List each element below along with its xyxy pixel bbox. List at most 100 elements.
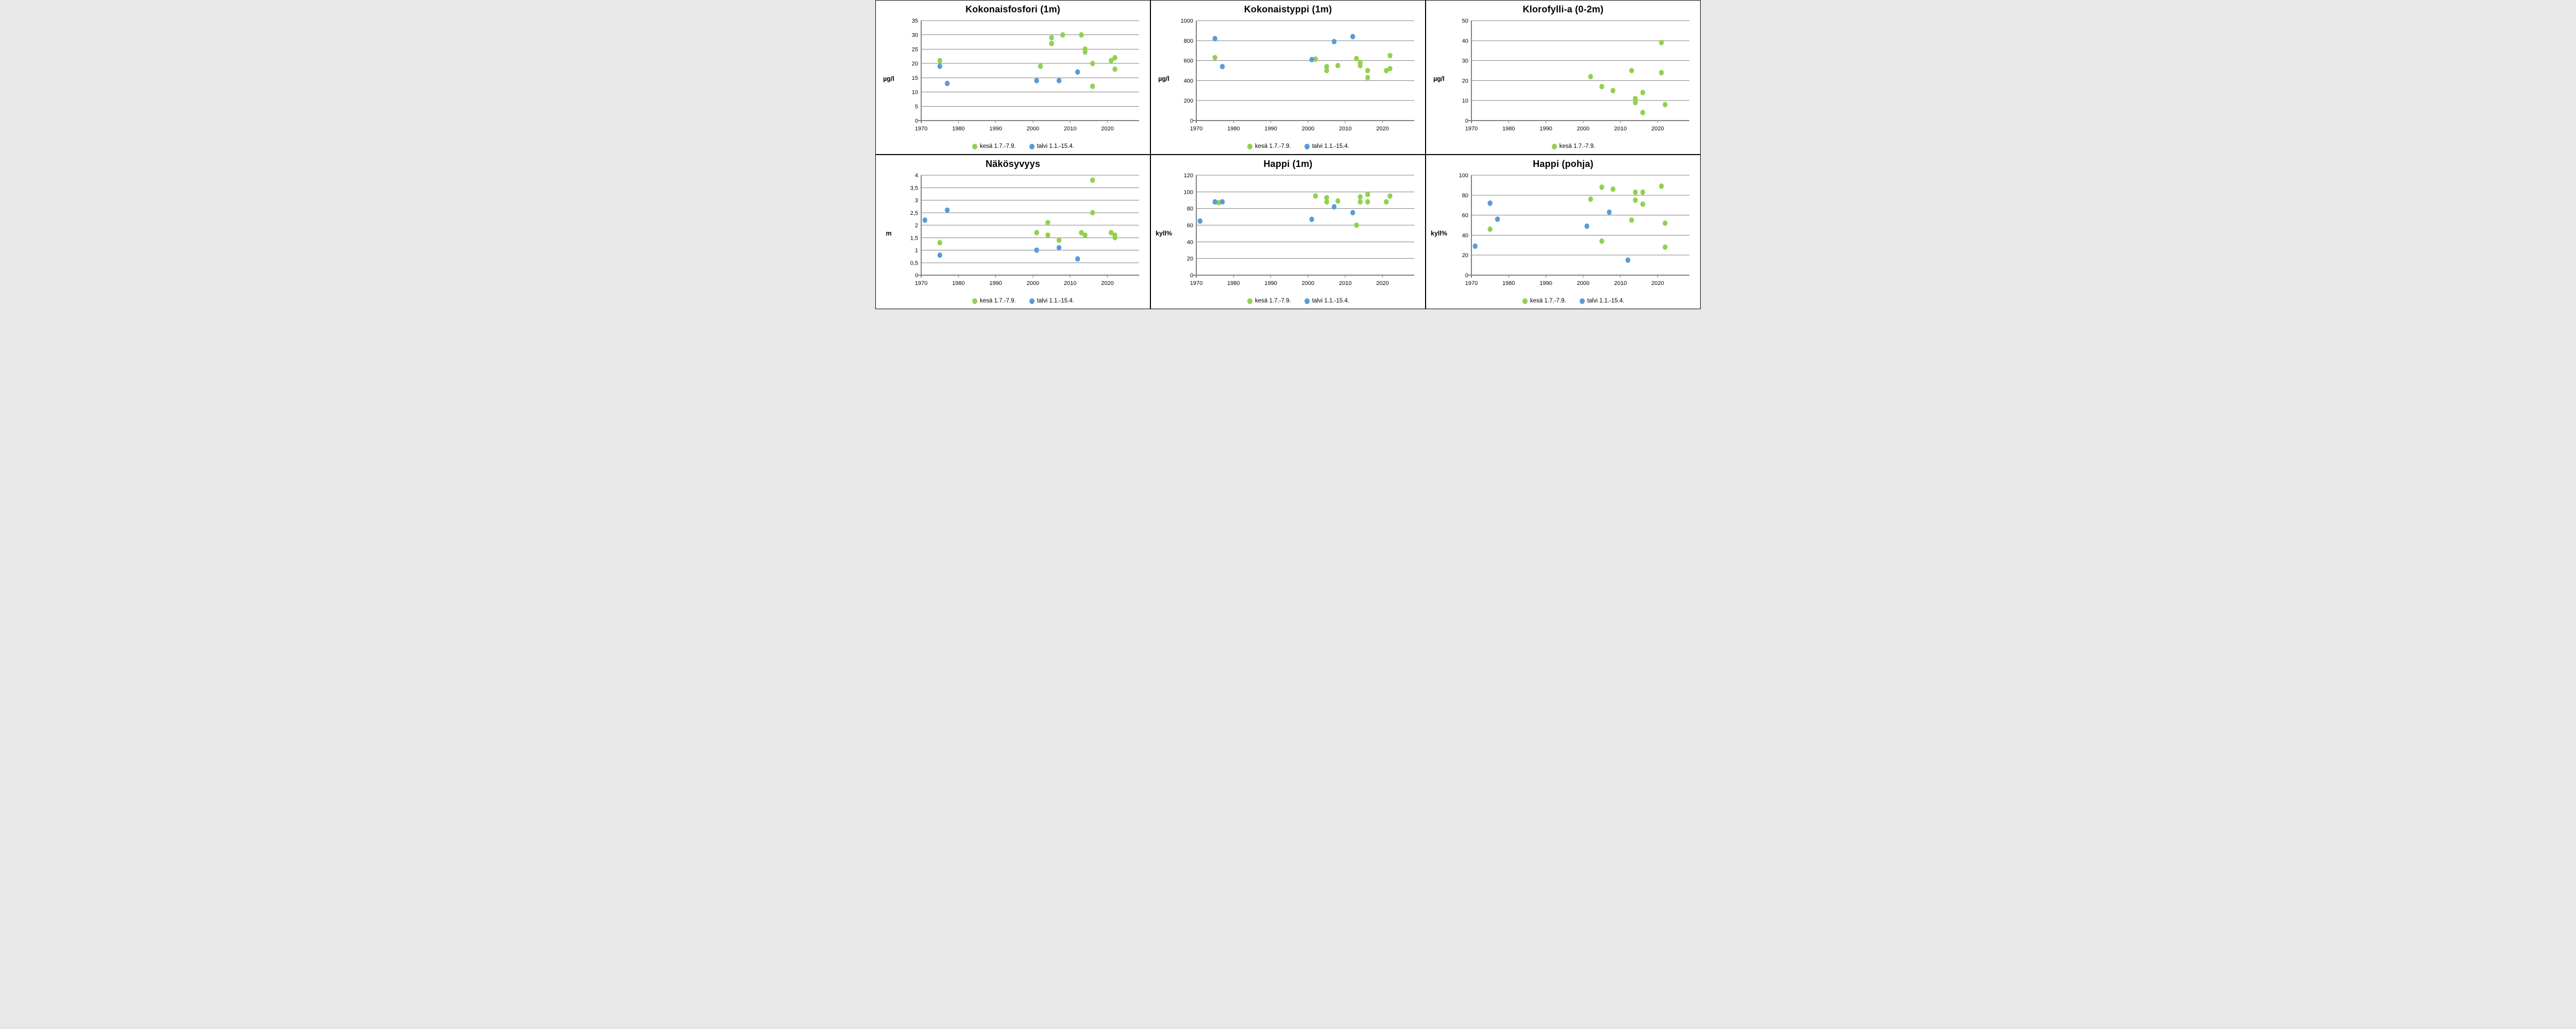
legend-item-kesa: kesä 1.7.-7.9. [1551,143,1596,149]
legend-label-talvi: talvi 1.1.-15.4. [1312,298,1349,304]
data-point-talvi [1034,247,1039,253]
x-tick-label: 2010 [1064,126,1076,132]
data-point-kesa [1082,49,1088,55]
y-tick-label: 40 [1462,38,1468,44]
y-tick-label: 100 [1459,173,1468,179]
data-point-kesa [1487,226,1493,232]
data-point-kesa [1324,63,1329,70]
y-tick-label: 30 [912,32,918,39]
x-tick-label: 1990 [1264,280,1277,286]
x-tick-label: 2020 [1376,280,1388,286]
legend-marker-kesa-icon [972,143,978,149]
x-tick-label: 2000 [1027,280,1039,286]
data-point-talvi [1331,204,1337,210]
chart-grid: Kokonaisfosfori (1m) µg/l 0 5 10 15 20 25 30 35… [875,0,1701,309]
data-point-kesa [1079,32,1084,38]
plot-wrap: kyll% 0 20 40 60 80 100 1970 1980 1990 2000 2010 20… [1426,170,1700,297]
data-point-kesa [1629,68,1634,74]
x-tick-label: 1970 [1190,126,1202,132]
legend-item-kesa: kesä 1.7.-7.9. [972,143,1016,149]
data-point-kesa [1313,193,1318,199]
x-tick-label: 2020 [1651,126,1664,132]
data-point-kesa [1082,232,1088,238]
data-point-kesa [1633,189,1638,195]
legend: kesä 1.7.-7.9. talvi 1.1.-15.4. [1151,297,1425,309]
x-tick-label: 2020 [1101,126,1113,132]
legend-item-talvi: talvi 1.1.-15.4. [1029,298,1074,304]
legend-label-kesa: kesä 1.7.-7.9. [1559,143,1596,149]
y-axis-label: kyll% [1156,230,1172,237]
data-point-talvi [1075,256,1080,262]
y-tick-label: 2,5 [910,210,918,216]
y-tick-label: 15 [912,75,918,81]
y-tick-label: 60 [1187,223,1193,229]
legend-label-talvi: talvi 1.1.-15.4. [1037,143,1074,149]
data-point-kesa [1599,83,1604,90]
legend-label-kesa: kesä 1.7.-7.9. [1255,143,1291,149]
data-point-kesa [937,240,942,246]
data-point-kesa [1611,88,1616,94]
data-point-talvi [1495,216,1500,222]
data-point-kesa [1659,183,1664,189]
data-point-kesa [1112,55,1117,61]
data-point-kesa [1049,41,1054,46]
data-point-kesa [1663,102,1668,108]
y-axis-label: kyll% [1431,230,1447,237]
legend-item-talvi: talvi 1.1.-15.4. [1029,143,1074,149]
x-tick-label: 1970 [1465,280,1478,286]
y-tick-label: 10 [1462,98,1468,104]
chart-title: Happi (pohja) [1533,159,1594,169]
chart-panel-happi-1m: Happi (1m) kyll% 0 20 40 60 80 100 120 1970 1980… [1150,155,1426,309]
data-point-kesa [1365,75,1370,80]
x-tick-label: 2010 [1339,126,1351,132]
x-tick-label: 1980 [1502,280,1515,286]
data-point-kesa [1599,238,1604,244]
x-tick-label: 2010 [1339,280,1351,286]
x-tick-label: 2000 [1577,280,1589,286]
x-tick-label: 1980 [952,126,964,132]
x-tick-label: 1990 [1264,126,1277,132]
legend-label-kesa: kesä 1.7.-7.9. [980,143,1016,149]
plot-area: 0 10 20 30 40 50 1970 1980 1990 2000 2010 2020 [1462,18,1689,132]
x-tick-label: 1970 [915,126,927,132]
data-point-kesa [1588,196,1594,202]
chart-title: Kokonaistyppi (1m) [1244,4,1332,14]
data-point-kesa [1049,35,1054,41]
data-point-kesa [1324,195,1329,200]
data-point-kesa [1313,56,1318,62]
data-point-kesa [1109,230,1114,235]
y-tick-label: 25 [912,46,918,53]
data-point-talvi [1197,218,1202,224]
chart-panel-nakosyvyys: Näkösyvyys m 0 0,5 1 1,5 2 2,5 3 3,5 4 1970 1980 19… [875,155,1150,309]
data-point-kesa [1599,184,1604,190]
y-tick-label: 30 [1462,58,1468,64]
y-tick-label: 0 [1465,273,1468,279]
data-point-talvi [1331,39,1337,45]
data-point-kesa [1056,237,1062,243]
legend-item-kesa: kesä 1.7.-7.9. [1247,143,1291,149]
data-point-kesa [1212,55,1217,61]
x-tick-label: 1990 [1539,280,1552,286]
data-point-kesa [1358,199,1363,205]
x-tick-label: 2010 [1614,280,1626,286]
legend-item-talvi: talvi 1.1.-15.4. [1304,143,1349,149]
data-point-kesa [1079,230,1084,235]
data-point-kesa [1663,244,1668,250]
plot-wrap: µg/l 0 200 400 600 800 1000 1970 1980 1990 2000 20… [1151,15,1425,142]
data-point-talvi [944,207,950,213]
y-tick-label: 40 [1187,239,1193,245]
data-point-kesa [1633,99,1638,106]
data-point-kesa [1387,53,1393,59]
legend-marker-talvi-icon [1029,143,1035,149]
x-tick-label: 2000 [1302,126,1314,132]
data-point-talvi [1472,243,1478,249]
data-point-kesa [1629,217,1634,223]
data-point-talvi [1034,78,1039,83]
data-point-talvi [1625,257,1631,263]
y-tick-label: 4 [915,173,918,179]
y-tick-label: 600 [1184,58,1193,64]
chart-title: Näkösyvyys [985,159,1041,169]
legend-marker-kesa-icon [972,298,978,304]
y-tick-label: 800 [1184,38,1193,44]
data-point-kesa [1324,68,1329,74]
